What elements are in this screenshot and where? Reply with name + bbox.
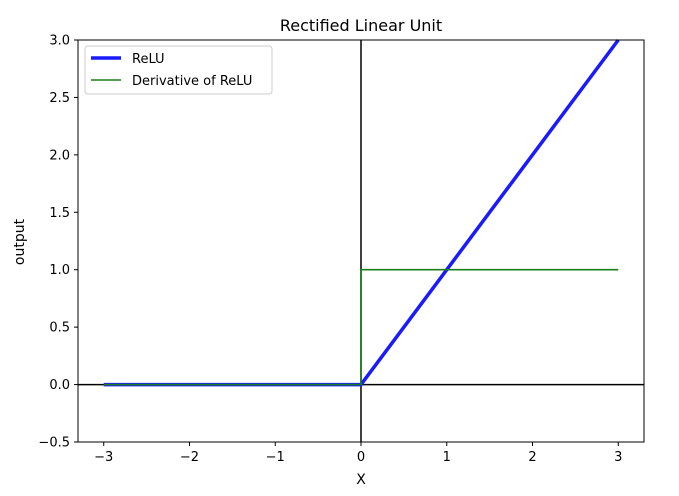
y-tick-label: 2.0 [49, 148, 70, 163]
x-tick-label: −2 [180, 450, 199, 465]
x-tick-label: −3 [94, 450, 113, 465]
y-tick-label: 1.0 [49, 263, 70, 278]
y-tick-label: 1.5 [49, 206, 70, 221]
y-axis-label: output [12, 218, 28, 265]
x-axis-label: X [356, 472, 366, 488]
y-tick-label: −0.5 [38, 436, 70, 451]
series-line-relu-derivative [103, 268, 619, 386]
series-layer [103, 38, 620, 387]
legend-label: ReLU [132, 52, 165, 67]
chart-title: Rectified Linear Unit [280, 16, 442, 35]
y-tick-label: 0.0 [49, 378, 70, 393]
y-axis-ticks: −0.5 0.0 0.5 1.0 1.5 2.0 2.5 3.0 [38, 34, 78, 451]
x-tick-label: 2 [528, 450, 536, 465]
y-tick-label: 0.5 [49, 321, 70, 336]
legend-label: Derivative of ReLU [132, 74, 252, 89]
legend: ReLU Derivative of ReLU [84, 45, 273, 95]
x-tick-label: −1 [266, 450, 285, 465]
x-tick-label: 3 [614, 450, 622, 465]
x-axis-ticks: −3 −2 −1 0 1 2 3 [94, 442, 622, 465]
x-tick-label: 0 [357, 450, 365, 465]
y-tick-label: 2.5 [49, 91, 70, 106]
y-tick-label: 3.0 [49, 34, 70, 49]
legend-box [84, 45, 273, 95]
x-tick-label: 1 [443, 450, 451, 465]
